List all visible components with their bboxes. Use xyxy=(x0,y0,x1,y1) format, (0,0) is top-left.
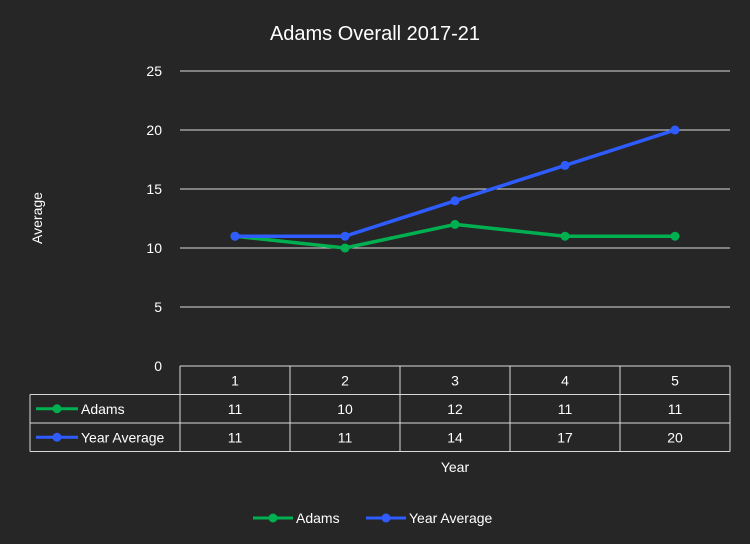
data-point xyxy=(450,219,460,229)
table-cell: 20 xyxy=(667,429,683,445)
data-point xyxy=(450,196,460,206)
data-point xyxy=(340,231,350,241)
x-category-label: 5 xyxy=(671,372,679,388)
legend-label: Adams xyxy=(296,510,340,526)
table-cell: 11 xyxy=(558,401,573,417)
data-point xyxy=(230,231,240,241)
table-cell: 12 xyxy=(447,401,463,417)
table-cell: 11 xyxy=(668,401,683,417)
plot-area xyxy=(230,125,680,253)
y-tick-label: 10 xyxy=(146,240,162,256)
data-point xyxy=(560,160,570,170)
legend-label: Year Average xyxy=(409,510,493,526)
x-category-label: 2 xyxy=(341,372,349,388)
table-cell: 11 xyxy=(228,429,243,445)
y-tick-label: 15 xyxy=(146,181,162,197)
x-axis-label: Year xyxy=(441,459,470,475)
table-legend-key-marker xyxy=(52,432,62,442)
y-axis-label: Average xyxy=(29,192,45,244)
table-cell: 17 xyxy=(557,429,573,445)
table-series-name: Adams xyxy=(81,401,125,417)
data-point xyxy=(670,125,680,135)
legend-key-marker xyxy=(268,513,278,523)
y-tick-label: 25 xyxy=(146,63,162,79)
table-cell: 14 xyxy=(447,429,463,445)
x-category-label: 1 xyxy=(231,372,239,388)
y-tick-label: 0 xyxy=(154,358,162,374)
table-cell: 11 xyxy=(228,401,243,417)
y-tick-label: 20 xyxy=(146,122,162,138)
table-cell: 10 xyxy=(337,401,353,417)
y-tick-label: 5 xyxy=(154,299,162,315)
data-point xyxy=(670,231,680,241)
y-axis-ticks: 0 5 10 15 20 25 xyxy=(146,63,162,374)
chart-title: Adams Overall 2017-21 xyxy=(270,23,480,45)
table-legend-key-marker xyxy=(52,404,62,414)
legend-key-marker xyxy=(381,513,391,523)
data-point xyxy=(340,243,350,253)
data-point xyxy=(560,231,570,241)
table-series-name: Year Average xyxy=(81,429,165,445)
legend: Adams Year Average xyxy=(253,510,493,526)
gridlines xyxy=(180,70,730,308)
x-category-label: 4 xyxy=(561,372,569,388)
table-cell: 11 xyxy=(338,429,353,445)
x-category-label: 3 xyxy=(451,372,459,388)
